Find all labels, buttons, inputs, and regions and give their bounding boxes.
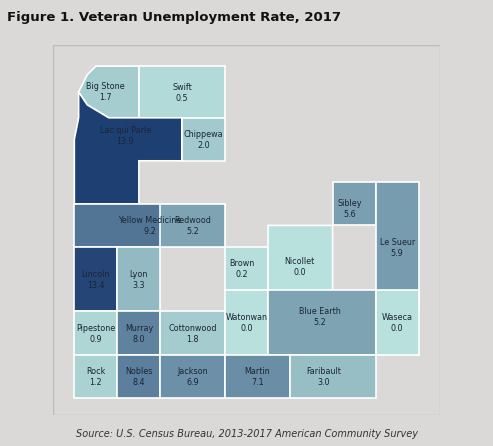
Text: Watonwan: Watonwan	[225, 313, 268, 322]
Polygon shape	[74, 355, 117, 397]
Polygon shape	[117, 247, 160, 311]
Text: 5.9: 5.9	[391, 249, 404, 258]
Text: Rock: Rock	[86, 367, 106, 376]
Text: 8.4: 8.4	[133, 378, 145, 387]
Polygon shape	[376, 290, 419, 355]
Text: Blue Earth: Blue Earth	[299, 306, 341, 315]
Text: 1.7: 1.7	[99, 93, 111, 102]
Polygon shape	[117, 311, 160, 355]
Text: 0.5: 0.5	[176, 94, 188, 103]
Text: Pipestone: Pipestone	[76, 324, 115, 333]
Text: 3.0: 3.0	[317, 378, 330, 387]
Text: Jackson: Jackson	[177, 367, 208, 376]
Text: Cottonwood: Cottonwood	[169, 324, 217, 333]
Text: Redwood: Redwood	[174, 216, 211, 225]
Text: 2.0: 2.0	[197, 141, 210, 150]
Polygon shape	[376, 182, 419, 311]
Polygon shape	[225, 247, 268, 290]
Text: 5.6: 5.6	[344, 210, 356, 219]
Polygon shape	[225, 355, 289, 397]
Text: 1.2: 1.2	[90, 378, 102, 387]
Text: 13.9: 13.9	[116, 137, 134, 146]
Polygon shape	[74, 204, 225, 247]
Polygon shape	[268, 225, 333, 298]
Text: 8.0: 8.0	[133, 335, 145, 344]
Text: Source: U.S. Census Bureau, 2013-2017 American Community Survey: Source: U.S. Census Bureau, 2013-2017 Am…	[75, 429, 418, 439]
Text: Figure 1. Veteran Unemployment Rate, 2017: Figure 1. Veteran Unemployment Rate, 201…	[7, 11, 341, 24]
Text: 0.9: 0.9	[90, 335, 102, 344]
Text: Nicollet: Nicollet	[285, 256, 315, 266]
Text: Lyon: Lyon	[130, 270, 148, 279]
Text: 0.0: 0.0	[240, 324, 253, 333]
Text: Big Stone: Big Stone	[86, 82, 124, 91]
Text: Le Sueur: Le Sueur	[380, 238, 415, 247]
Polygon shape	[160, 355, 225, 397]
Polygon shape	[289, 355, 376, 397]
Text: Nobles: Nobles	[125, 367, 152, 376]
Text: Lac qui Parle: Lac qui Parle	[100, 126, 151, 135]
Polygon shape	[117, 355, 160, 397]
Text: Murray: Murray	[125, 324, 153, 333]
Polygon shape	[268, 290, 376, 355]
Text: 0.0: 0.0	[294, 268, 306, 277]
Polygon shape	[225, 290, 268, 355]
Text: 0.0: 0.0	[391, 324, 403, 333]
Text: 5.2: 5.2	[313, 318, 326, 327]
Text: 13.4: 13.4	[87, 281, 105, 290]
Polygon shape	[333, 182, 376, 225]
Polygon shape	[139, 66, 225, 118]
Text: Swift: Swift	[172, 83, 192, 92]
Polygon shape	[182, 118, 225, 161]
Text: 7.1: 7.1	[251, 378, 264, 387]
Text: Chippewa: Chippewa	[184, 130, 223, 139]
Text: 3.3: 3.3	[133, 281, 145, 290]
Text: 1.8: 1.8	[186, 335, 199, 344]
Text: Faribault: Faribault	[307, 367, 342, 376]
Text: Yellow Medicine: Yellow Medicine	[118, 216, 181, 225]
Text: Sibley: Sibley	[338, 199, 362, 208]
Text: Lincoln: Lincoln	[82, 270, 110, 279]
Polygon shape	[160, 204, 225, 247]
Polygon shape	[160, 311, 225, 355]
Text: Brown: Brown	[230, 259, 255, 268]
Text: 6.9: 6.9	[186, 378, 199, 387]
Text: Martin: Martin	[245, 367, 270, 376]
Polygon shape	[74, 311, 117, 355]
Text: 5.2: 5.2	[186, 227, 199, 236]
Polygon shape	[78, 66, 139, 118]
Text: Waseca: Waseca	[382, 313, 413, 322]
Text: 9.2: 9.2	[143, 227, 156, 236]
Polygon shape	[74, 92, 182, 204]
Polygon shape	[74, 247, 117, 311]
Text: 0.2: 0.2	[236, 270, 248, 279]
